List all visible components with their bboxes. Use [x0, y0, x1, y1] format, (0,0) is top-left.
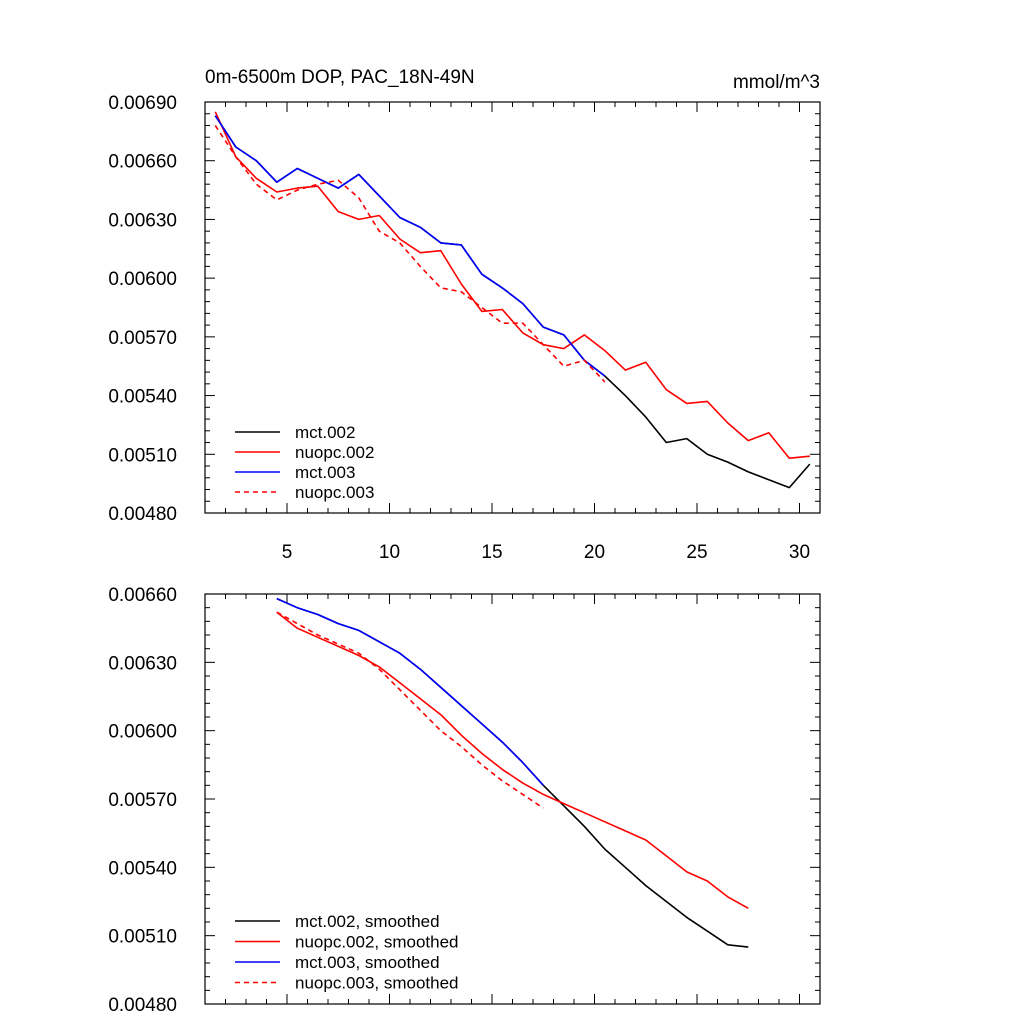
x-tick-label: 30 [789, 542, 810, 563]
legend-label: mct.003 [295, 463, 355, 482]
top-chart-units: mmol/m^3 [733, 72, 820, 93]
top-series [214, 111, 811, 489]
y-tick-label: 0.00540 [108, 387, 177, 408]
y-tick-label: 0.00690 [108, 93, 177, 114]
top-plot-frame [204, 101, 821, 514]
y-tick-label: 0.00600 [108, 722, 177, 743]
legend-label: nuopc.003, smoothed [295, 974, 459, 993]
series-line-nuopc-002-smoothed [276, 611, 749, 909]
legend-label: nuopc.002, smoothed [295, 933, 459, 952]
y-tick-label: 0.00540 [108, 858, 177, 879]
x-tick-label: 5 [282, 542, 293, 563]
y-tick-label: 0.00480 [108, 995, 177, 1016]
bottom-legend: mct.002, smoothed nuopc.002, smoothedmct.… [235, 912, 459, 993]
legend-label: mct.002, smoothed [295, 912, 440, 931]
top-tick-labels: 0.00480 0.00510 0.00540 0.00570 0.00600 0.006… [108, 93, 810, 563]
y-tick-label: 0.00600 [108, 269, 177, 290]
y-tick-label: 0.00480 [108, 504, 177, 525]
x-tick-label: 25 [686, 542, 707, 563]
series-line-mct-003-smoothed [276, 597, 544, 786]
series-line-nuopc-003-smoothed [276, 611, 544, 809]
series-line-mct-003 [214, 115, 606, 377]
y-tick-label: 0.00630 [108, 653, 177, 674]
top-ticks [204, 101, 821, 514]
legend-label: nuopc.002 [295, 443, 374, 462]
series-line-nuopc-003 [214, 125, 606, 383]
series-line-nuopc-002 [214, 111, 810, 460]
chart-bottom: 0.00480 0.00510 0.00540 0.00570 0.00600 0.006… [108, 585, 821, 1016]
x-tick-label: 10 [379, 542, 400, 563]
y-tick-label: 0.00510 [108, 927, 177, 948]
bottom-tick-labels: 0.00480 0.00510 0.00540 0.00570 0.00600 0.006… [108, 585, 177, 1016]
y-tick-label: 0.00660 [108, 585, 177, 606]
x-tick-label: 15 [481, 542, 502, 563]
legend-label: mct.002 [295, 423, 355, 442]
y-tick-label: 0.00570 [108, 790, 177, 811]
bottom-series [276, 597, 749, 948]
legend-label: nuopc.003 [295, 483, 374, 502]
y-tick-label: 0.00660 [108, 152, 177, 173]
legend-label: mct.003, smoothed [295, 953, 440, 972]
chart-top: 0m-6500m DOP, PAC_18N-49N mmol/m^3 0.004… [108, 67, 821, 563]
bottom-plot-frame [204, 593, 821, 1005]
y-tick-label: 0.00510 [108, 445, 177, 466]
y-tick-label: 0.00570 [108, 328, 177, 349]
x-tick-label: 20 [584, 542, 605, 563]
top-chart-title: 0m-6500m DOP, PAC_18N-49N [205, 67, 475, 88]
y-tick-label: 0.00630 [108, 210, 177, 231]
